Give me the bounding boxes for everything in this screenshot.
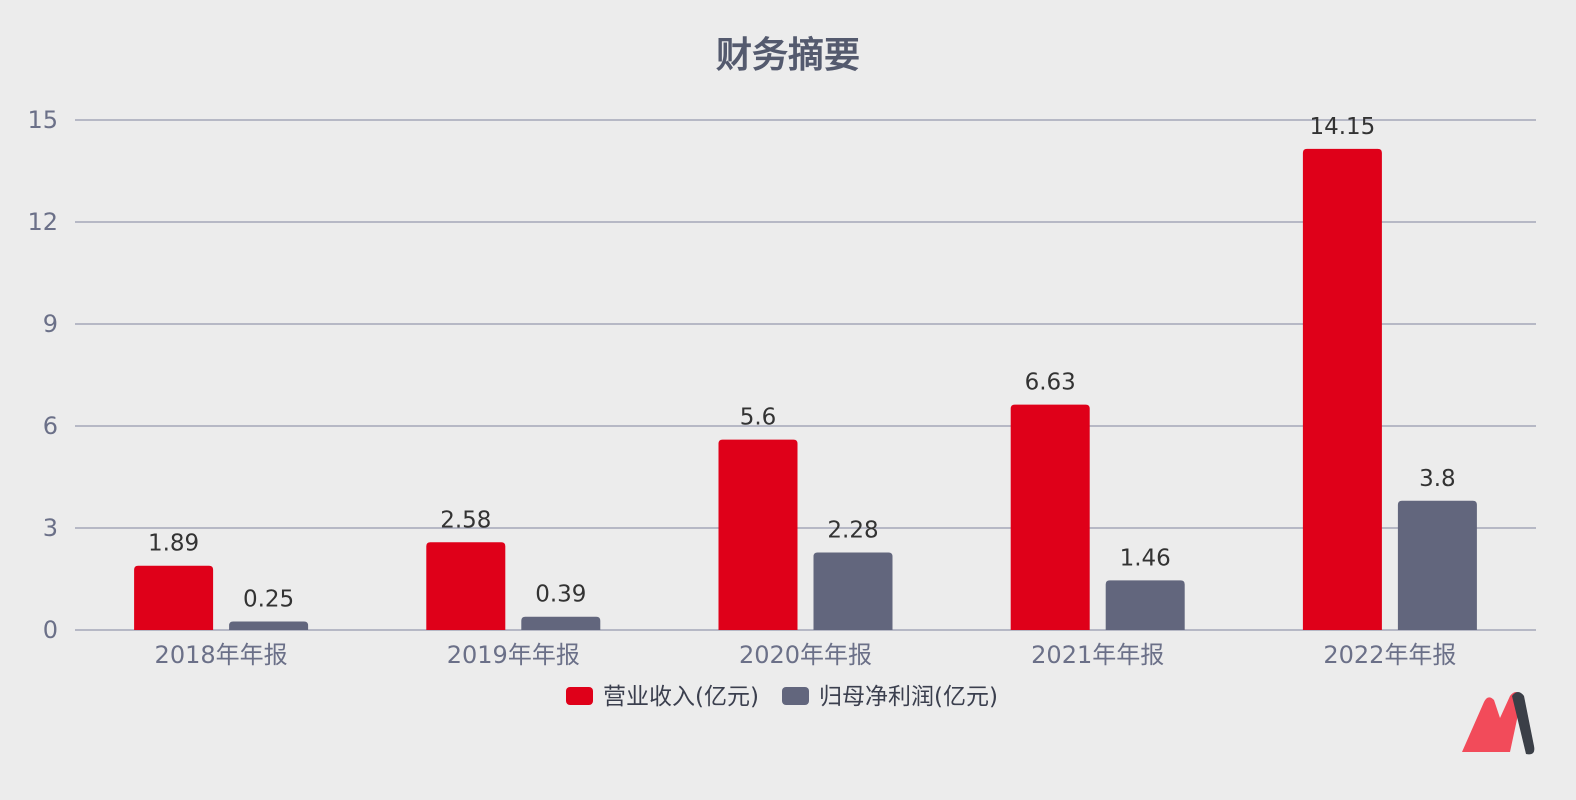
bar-revenue bbox=[718, 439, 798, 630]
bar-revenue bbox=[1010, 404, 1090, 630]
data-labels: 1.89 0.25 2.58 0.39 5.6 2.28 6.63 1.46 14.15 3.8 bbox=[148, 114, 1456, 613]
data-label: 0.25 bbox=[243, 587, 294, 613]
x-tick-label: 2021年年报 bbox=[1031, 641, 1164, 669]
y-tick-label: 6 bbox=[43, 412, 58, 440]
data-label: 14.15 bbox=[1309, 114, 1375, 140]
y-tick-label: 9 bbox=[43, 310, 58, 338]
data-label: 2.28 bbox=[827, 517, 878, 543]
y-tick-label: 15 bbox=[27, 106, 58, 134]
data-label: 0.39 bbox=[535, 582, 586, 608]
data-label: 3.8 bbox=[1419, 466, 1456, 492]
x-tick-label: 2019年年报 bbox=[447, 641, 580, 669]
legend-swatch bbox=[566, 687, 593, 705]
data-label: 5.6 bbox=[740, 405, 777, 431]
data-label: 1.89 bbox=[148, 531, 199, 557]
x-axis: 2018年年报 2019年年报 2020年年报 2021年年报 2022年年报 bbox=[155, 641, 1457, 669]
chart-title: 财务摘要 bbox=[716, 34, 860, 76]
legend-swatch bbox=[782, 687, 809, 705]
bar-net-profit bbox=[813, 552, 893, 630]
bar-revenue bbox=[134, 565, 214, 630]
bar-revenue bbox=[1302, 148, 1382, 630]
bar-net-profit bbox=[521, 616, 601, 630]
legend-label: 归母净利润(亿元) bbox=[819, 684, 998, 710]
y-tick-label: 3 bbox=[43, 514, 58, 542]
x-tick-label: 2018年年报 bbox=[155, 641, 288, 669]
data-label: 1.46 bbox=[1120, 545, 1171, 571]
bar-net-profit bbox=[229, 621, 309, 630]
logo-icon bbox=[1462, 692, 1535, 755]
data-label: 2.58 bbox=[440, 507, 491, 533]
gridlines bbox=[75, 119, 1536, 631]
data-label: 6.63 bbox=[1025, 370, 1076, 396]
legend: 营业收入(亿元) 归母净利润(亿元) bbox=[566, 684, 998, 710]
x-tick-label: 2020年年报 bbox=[739, 641, 872, 669]
legend-label: 营业收入(亿元) bbox=[603, 684, 759, 710]
x-tick-label: 2022年年报 bbox=[1323, 641, 1456, 669]
bars bbox=[134, 148, 1477, 630]
y-axis: 0 3 6 9 12 15 bbox=[27, 106, 58, 644]
bar-net-profit bbox=[1105, 580, 1185, 630]
y-tick-label: 12 bbox=[27, 208, 58, 236]
y-tick-label: 0 bbox=[43, 616, 58, 644]
bar-revenue bbox=[426, 542, 506, 630]
bar-net-profit bbox=[1397, 500, 1477, 630]
